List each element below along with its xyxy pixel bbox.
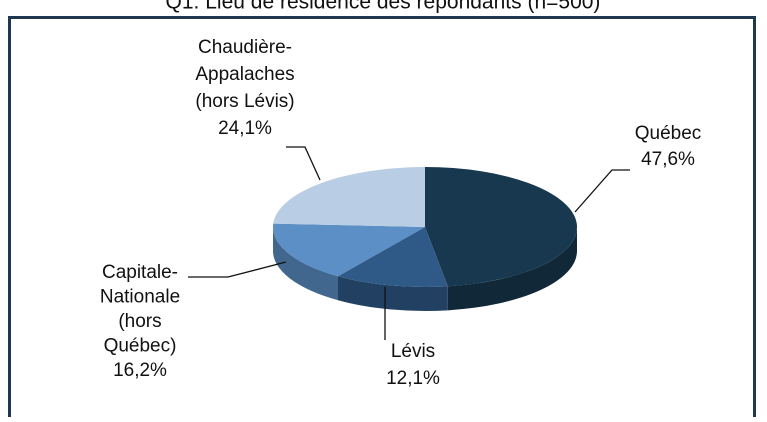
category-label: Chaudière- bbox=[198, 37, 292, 58]
category-label: Capitale- bbox=[102, 262, 178, 283]
slice bbox=[337, 227, 448, 287]
slice bbox=[425, 167, 577, 287]
category-label: Québec) bbox=[104, 336, 177, 357]
category-label: Lévis bbox=[391, 341, 435, 362]
value-label: 24,1% bbox=[218, 118, 272, 139]
value-label: 12,1% bbox=[386, 368, 440, 389]
leader-line bbox=[188, 261, 287, 278]
slice-side bbox=[337, 276, 448, 311]
value-label: 47,6% bbox=[641, 149, 695, 170]
slice bbox=[273, 167, 425, 227]
category-label: (hors bbox=[118, 311, 161, 332]
leader-line bbox=[574, 169, 630, 213]
slice-side bbox=[273, 227, 338, 301]
category-label: Québec bbox=[635, 123, 702, 144]
value-label: 16,2% bbox=[113, 360, 167, 381]
leader-line bbox=[286, 146, 321, 181]
category-label: Nationale bbox=[100, 287, 180, 308]
chart-title: Q1. Lieu de résidence des répondants (n=… bbox=[166, 0, 601, 14]
slice-side bbox=[447, 227, 577, 311]
category-label: (hors Lévis) bbox=[195, 91, 294, 112]
category-label: Appalaches bbox=[195, 64, 294, 85]
slice bbox=[273, 223, 425, 277]
